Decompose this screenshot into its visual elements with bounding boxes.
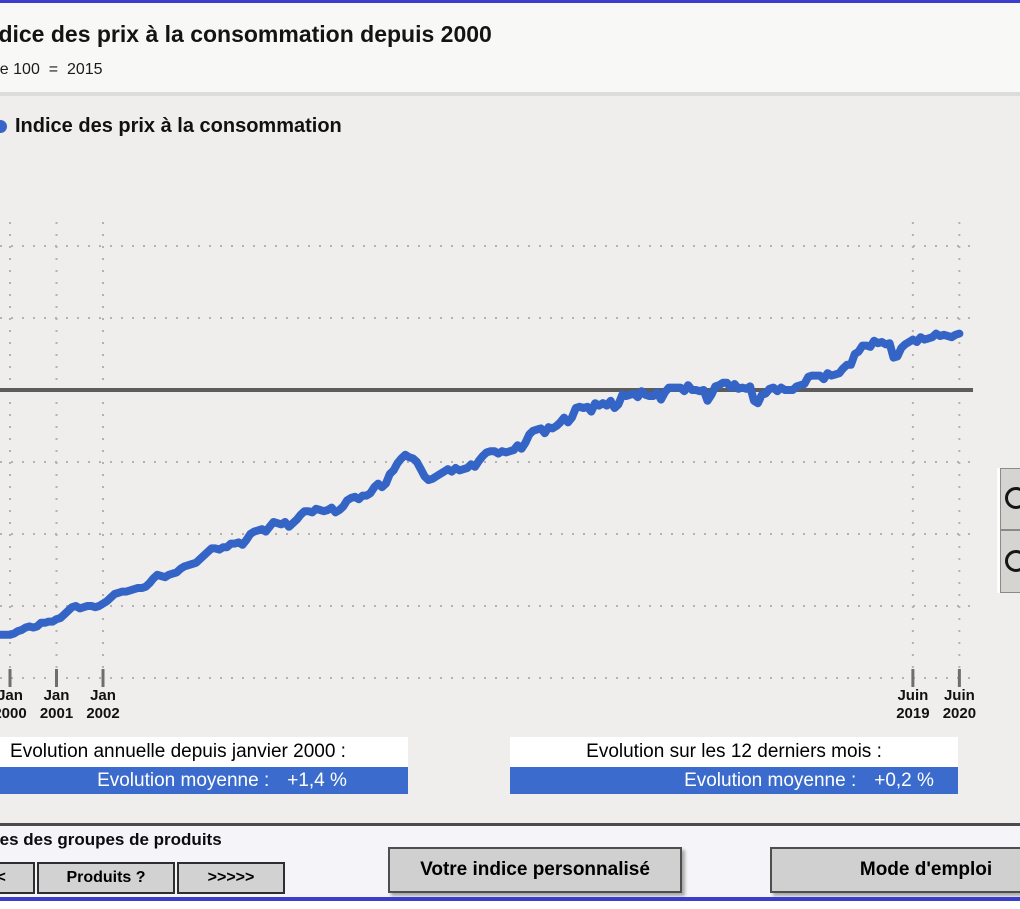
price-index-chart: [0, 222, 975, 687]
evolution-12months-label: Evolution moyenne :: [684, 769, 857, 791]
evolution-annual-bar: Evolution moyenne : +1,4 %: [0, 767, 408, 794]
legend-label: Indice des prix à la consommation: [15, 115, 342, 137]
x-axis-tick-label: Juin 2020: [942, 687, 977, 722]
chart-panel: Indice des prix à la consommation Jan200…: [0, 96, 1020, 823]
page-title: Indice des prix à la consommation depuis…: [0, 21, 492, 47]
x-axis-tick-label: Jan2000: [0, 687, 27, 722]
header-divider: [0, 92, 1020, 96]
x-axis-tick-label: Juin 2019: [896, 687, 930, 722]
evolution-12months-value: +0,2 %: [874, 769, 934, 791]
product-groups-heading: Indices des groupes de produits: [0, 830, 222, 849]
evolution-annual-label: Evolution moyenne :: [97, 769, 270, 791]
evolution-annual-box: Evolution annuelle depuis janvier 2000 :…: [0, 737, 408, 794]
side-circle-button-bottom[interactable]: [1000, 530, 1020, 593]
top-border: [0, 0, 1020, 3]
bottom-border: [0, 897, 1020, 901]
side-circle-button-top[interactable]: [1000, 468, 1020, 530]
x-axis-tick-label: Jan 2001: [39, 687, 74, 722]
evolution-12months-title: Evolution sur les 12 derniers mois :: [510, 737, 958, 767]
header: Indice des prix à la consommation depuis…: [0, 3, 1020, 92]
chart-legend: Indice des prix à la consommation: [0, 115, 342, 138]
footer-divider: [0, 823, 1020, 826]
custom-index-button[interactable]: Votre indice personnalisé: [388, 847, 682, 893]
next-group-button[interactable]: >>>>>: [177, 862, 285, 894]
previous-group-button[interactable]: <<<<<: [0, 862, 35, 894]
footer: Indices des groupes de produits <<<<< Pr…: [0, 826, 1020, 897]
evolution-12months-bar: Evolution moyenne : +0,2 %: [510, 767, 958, 794]
base-note: base 100 = 2015: [0, 61, 103, 78]
x-axis-tick-label: Jan 2002: [86, 687, 120, 722]
products-button[interactable]: Produits ?: [37, 862, 175, 894]
evolution-annual-title: Evolution annuelle depuis janvier 2000 :: [0, 737, 408, 767]
circle-icon: [1005, 487, 1020, 509]
circle-icon: [1005, 549, 1020, 572]
user-guide-button[interactable]: Mode d'emploi: [770, 847, 1020, 893]
evolution-annual-value: +1,4 %: [287, 769, 347, 791]
evolution-12months-box: Evolution sur les 12 derniers mois : Evo…: [510, 737, 958, 794]
legend-bullet-icon: [0, 120, 7, 133]
